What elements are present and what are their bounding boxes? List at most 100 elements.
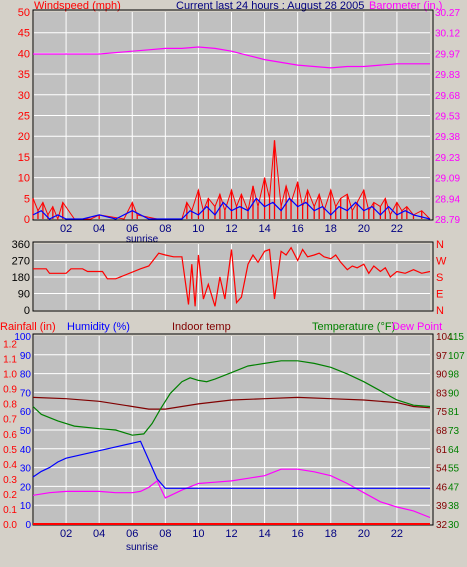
temp-x-tick-label: 18 — [325, 528, 337, 540]
direction-degree-tick-label: 270 — [12, 256, 30, 268]
barometer-tick-label: 29.09 — [435, 174, 460, 185]
wind-tick-label: 30 — [18, 90, 30, 102]
barometer-tick-label: 30.27 — [435, 8, 460, 19]
humidity-tick-label: 90 — [20, 351, 32, 362]
temperature-tick-label-b: 55 — [448, 464, 460, 475]
temp-x-tick-label: 06 — [126, 528, 138, 540]
chart-title: Current last 24 hours : August 28 2005 — [176, 0, 364, 12]
wind-direction-series-line — [33, 246, 431, 307]
direction-panel-frame — [32, 241, 434, 312]
temperature-tick-label-b: 90 — [448, 388, 460, 399]
direction-degree-tick-label: 0 — [24, 305, 30, 317]
rainfall-tick-label: 0.6 — [3, 430, 17, 441]
temperature-tick-label-a: 75 — [436, 407, 448, 418]
temperature-tick-label-b: 47 — [448, 482, 460, 493]
wind-x-tick-label: 08 — [159, 223, 171, 235]
direction-compass-tick-label: S — [436, 272, 443, 284]
humidity-tick-label: 30 — [20, 464, 32, 475]
humidity-tick-label: 100 — [14, 332, 31, 343]
humidity-tick-label: 80 — [20, 370, 32, 381]
wind-x-tick-label: 02 — [60, 223, 72, 235]
temperature-tick-label-a: 54 — [436, 464, 448, 475]
wind-x-tick-label: 22 — [391, 223, 403, 235]
sunrise-label-bottom: sunrise — [126, 542, 159, 553]
temperature-tick-label-b: 81 — [448, 407, 460, 418]
wind-x-tick-label: 18 — [325, 223, 337, 235]
temp-x-tick-label: 22 — [391, 528, 403, 540]
rainfall-tick-label: 0.2 — [3, 490, 17, 501]
wind-tick-label: 25 — [18, 111, 30, 123]
temperature-tick-label-a: 39 — [436, 501, 448, 512]
temp-x-tick-label: 12 — [225, 528, 237, 540]
barometer-tick-label: 28.79 — [435, 215, 460, 226]
indoor-temp-label: Indoor temp — [172, 321, 231, 333]
barometer-axis-label: Barometer (in.) — [369, 0, 442, 12]
gust-series-line — [32, 140, 431, 221]
barometer-tick-label: 29.97 — [435, 49, 460, 60]
wind-tick-label: 5 — [24, 193, 30, 205]
temperature-tick-label-b: 64 — [448, 445, 460, 456]
barometer-tick-label: 29.38 — [435, 132, 460, 143]
rainfall-tick-label: 0.8 — [3, 400, 17, 411]
rainfall-tick-label: 0.1 — [3, 505, 17, 516]
temperature-tick-label-a: 97 — [436, 351, 448, 362]
temperature-tick-label-a: 104 — [436, 332, 453, 343]
rainfall-tick-label: 0.3 — [3, 475, 17, 486]
wind-tick-label: 45 — [18, 28, 30, 40]
temperature-axis-label: Temperature (°F) — [312, 321, 395, 333]
temp-x-tick-label: 14 — [258, 528, 270, 540]
temperature-tick-label-b: 115 — [448, 332, 464, 343]
wind-tick-label: 0 — [24, 214, 30, 226]
temp-x-tick-label: 08 — [159, 528, 171, 540]
direction-compass-tick-label: E — [436, 289, 443, 301]
humidity-axis-label: Humidity (%) — [67, 321, 130, 333]
direction-degree-tick-label: 90 — [18, 289, 30, 301]
humidity-tick-label: 10 — [20, 501, 32, 512]
barometer-tick-label: 29.68 — [435, 91, 460, 102]
direction-compass-tick-label: N — [436, 305, 444, 317]
rainfall-tick-label: 1.0 — [3, 370, 17, 381]
sunrise-label-top: sunrise — [126, 234, 159, 245]
rainfall-tick-label: 1.2 — [3, 340, 17, 351]
direction-degree-tick-label: 360 — [12, 239, 30, 251]
wind-x-tick-label: 16 — [292, 223, 304, 235]
temperature-tick-label-b: 107 — [448, 351, 465, 362]
windspeed-axis-label: Windspeed (mph) — [34, 0, 121, 12]
temp-x-tick-label: 10 — [192, 528, 204, 540]
temp-x-tick-label: 20 — [358, 528, 370, 540]
wind-tick-label: 10 — [18, 173, 30, 185]
humidity-tick-label: 40 — [20, 445, 32, 456]
humidity-tick-label: 60 — [20, 407, 32, 418]
barometer-tick-label: 29.53 — [435, 112, 460, 123]
temp-x-tick-label: 04 — [93, 528, 105, 540]
rainfall-tick-label: 0.4 — [3, 460, 17, 471]
wind-x-tick-label: 14 — [258, 223, 270, 235]
temperature-tick-label-a: 46 — [436, 482, 448, 493]
barometer-tick-label: 28.94 — [435, 194, 460, 205]
direction-compass-tick-label: N — [436, 239, 444, 251]
barometer-tick-label: 29.23 — [435, 153, 460, 164]
rainfall-tick-label: 0.9 — [3, 385, 17, 396]
temperature-tick-label-b: 73 — [448, 426, 460, 437]
wind-x-tick-label: 10 — [192, 223, 204, 235]
wind-x-tick-label: 20 — [358, 223, 370, 235]
dew-point-label: Dew Point — [392, 321, 442, 333]
temperature-tick-label-b: 98 — [448, 370, 460, 381]
humidity-tick-label: 20 — [20, 482, 32, 493]
temperature-tick-label-b: 38 — [448, 501, 460, 512]
humidity-tick-label: 0 — [25, 520, 31, 531]
temperature-tick-label-a: 32 — [436, 520, 448, 531]
barometer-series-line — [33, 46, 430, 69]
temperature-tick-label-b: 30 — [448, 520, 460, 531]
temperature-series-line — [32, 360, 431, 436]
rainfall-tick-label: 1.1 — [3, 355, 17, 366]
wind-x-tick-label: 04 — [93, 223, 105, 235]
temperature-tick-label-a: 68 — [436, 426, 448, 437]
rainfall-tick-label: 0.7 — [3, 415, 17, 426]
direction-compass-tick-label: W — [436, 256, 447, 268]
temp-x-tick-label: 02 — [60, 528, 72, 540]
temp-x-tick-label: 16 — [292, 528, 304, 540]
temperature-tick-label-a: 83 — [436, 388, 448, 399]
